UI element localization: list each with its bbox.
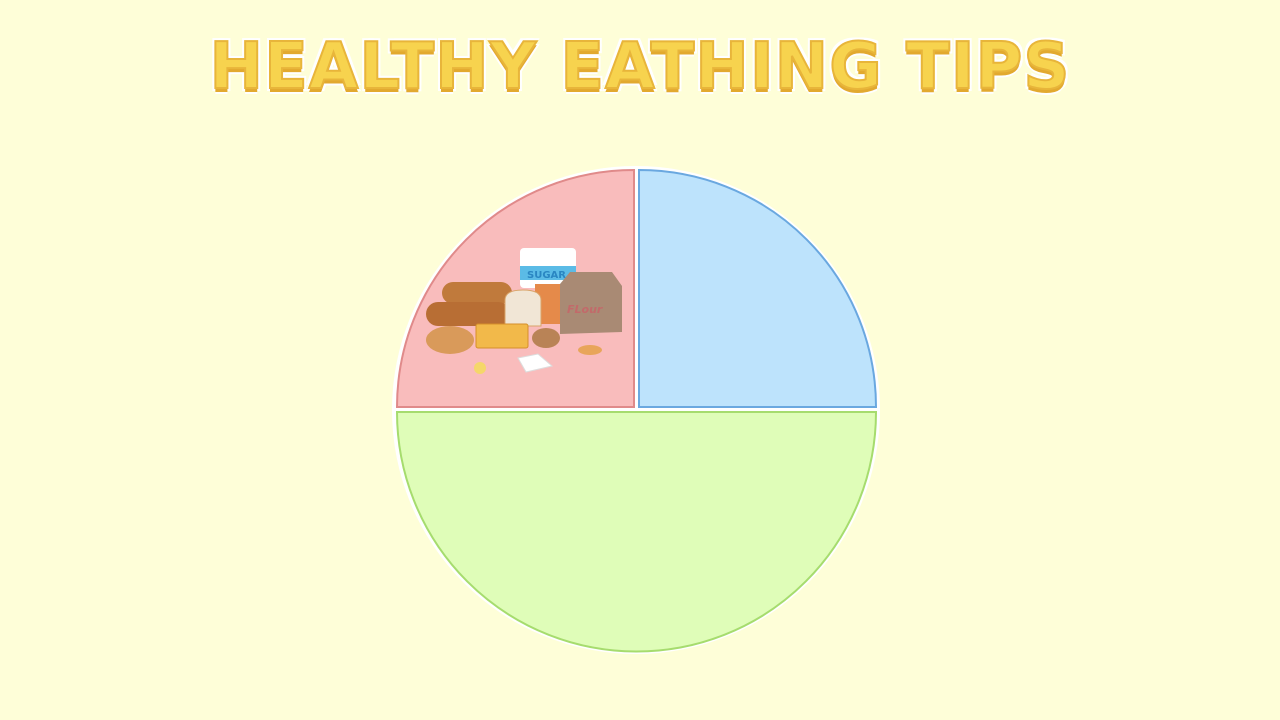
braided-bread-icon	[426, 326, 474, 354]
plate-section-protein	[638, 168, 878, 408]
sugar-label: SUGAR	[527, 270, 566, 281]
plate-section-vegetables	[395, 411, 878, 653]
bread-slice-icon	[504, 289, 542, 327]
flour-bag-icon	[560, 272, 622, 334]
flour-label: FLour	[567, 303, 603, 316]
page-title: HEALTHY EATHING TIPS	[209, 29, 1071, 105]
baguette-icon	[442, 282, 512, 304]
croissant-icon	[578, 345, 602, 355]
bread-illustration: SUGAR FLour	[426, 248, 622, 374]
waffle-icon	[475, 323, 529, 349]
